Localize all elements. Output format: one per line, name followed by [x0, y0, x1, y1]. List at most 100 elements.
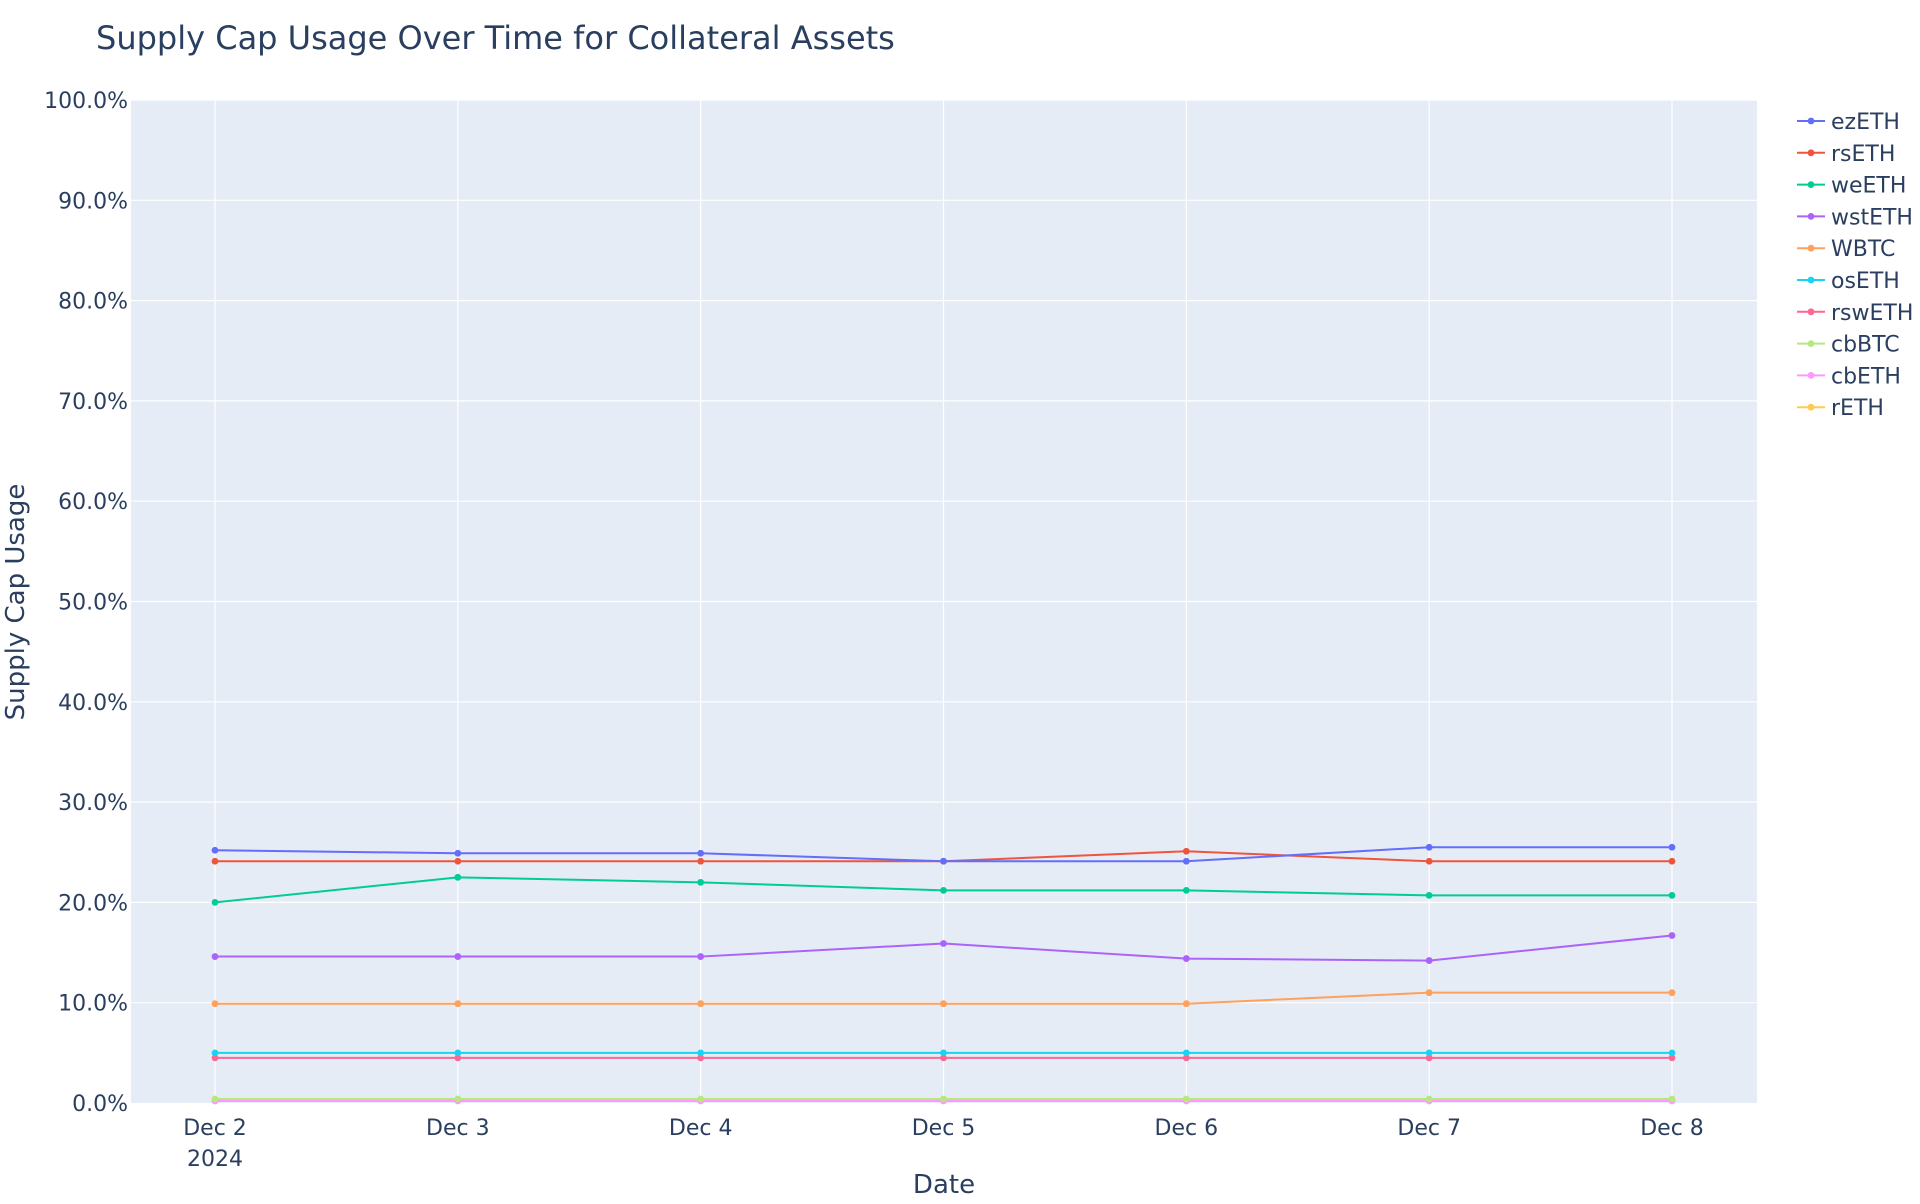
y-tick-label: 100.0% — [44, 89, 128, 114]
axes: 0.0% 10.0% 20.0% 30.0% 40.0% 50.0% 60.0% 70.0% 8… — [44, 89, 1704, 1172]
legend-marker — [1807, 213, 1815, 220]
data-point[interactable] — [697, 1095, 705, 1103]
legend-label: cbBTC — [1831, 333, 1900, 358]
data-point[interactable] — [940, 1000, 947, 1008]
series-rswETH — [211, 1054, 1676, 1062]
data-point[interactable] — [211, 953, 219, 960]
data-point[interactable] — [940, 1049, 947, 1057]
data-point[interactable] — [1182, 857, 1190, 865]
data-point[interactable] — [1182, 1000, 1190, 1008]
legend-item-weETH[interactable]: weETH — [1797, 174, 1906, 199]
data-point[interactable] — [1182, 955, 1190, 962]
data-point[interactable] — [1668, 891, 1676, 899]
y-tick-label: 40.0% — [58, 691, 128, 716]
data-point[interactable] — [697, 849, 705, 857]
data-point[interactable] — [697, 878, 705, 886]
legend-item-wstETH[interactable]: wstETH — [1797, 205, 1913, 230]
x-tick-label: Dec 8 — [1640, 1116, 1704, 1141]
data-point[interactable] — [1425, 857, 1433, 865]
legend-label: rswETH — [1831, 301, 1913, 326]
series-cbBTC — [211, 1095, 1676, 1103]
legend-item-osETH[interactable]: osETH — [1797, 269, 1900, 294]
data-point[interactable] — [454, 873, 462, 881]
data-point[interactable] — [211, 899, 219, 906]
y-axis-title: Supply Cap Usage — [1, 484, 31, 721]
data-point[interactable] — [1668, 857, 1676, 865]
y-tick-label: 80.0% — [58, 290, 128, 315]
data-point[interactable] — [211, 1049, 219, 1057]
data-point[interactable] — [1668, 843, 1676, 851]
series-weETH — [211, 873, 1676, 906]
data-point[interactable] — [1182, 1054, 1190, 1062]
data-point[interactable] — [940, 1095, 947, 1103]
x-tick-label: Dec 5 — [912, 1116, 976, 1141]
legend-item-rswETH[interactable]: rswETH — [1797, 301, 1913, 326]
data-point[interactable] — [1182, 1095, 1190, 1103]
data-point[interactable] — [1425, 1054, 1433, 1062]
legend-marker — [1807, 308, 1815, 316]
data-point[interactable] — [1668, 932, 1676, 939]
data-point[interactable] — [940, 886, 947, 894]
y-tick-label: 50.0% — [58, 591, 128, 616]
data-point[interactable] — [211, 1000, 219, 1008]
x-axis-title: Date — [913, 1170, 975, 1200]
data-point[interactable] — [1668, 989, 1676, 997]
data-point[interactable] — [940, 1054, 947, 1062]
data-point[interactable] — [1182, 886, 1190, 894]
data-point[interactable] — [454, 953, 462, 960]
data-point[interactable] — [1425, 891, 1433, 899]
legend-label: WBTC — [1831, 237, 1895, 262]
data-point[interactable] — [697, 953, 705, 960]
data-point[interactable] — [454, 849, 462, 857]
series-lines — [211, 843, 1676, 1105]
legend-item-rETH[interactable]: rETH — [1797, 396, 1884, 421]
legend-item-rsETH[interactable]: rsETH — [1797, 142, 1895, 167]
legend-marker — [1807, 340, 1815, 347]
data-point[interactable] — [211, 1054, 219, 1062]
data-point[interactable] — [211, 1095, 219, 1103]
data-point[interactable] — [1668, 1095, 1676, 1103]
x-tick-year-label: 2024 — [187, 1147, 243, 1172]
data-point[interactable] — [1425, 1095, 1433, 1103]
legend-item-WBTC[interactable]: WBTC — [1797, 237, 1895, 262]
legend-item-ezETH[interactable]: ezETH — [1797, 110, 1900, 135]
data-point[interactable] — [1425, 1049, 1433, 1057]
data-point[interactable] — [940, 940, 947, 947]
data-point[interactable] — [1425, 957, 1433, 964]
data-point[interactable] — [211, 857, 219, 865]
data-point[interactable] — [1668, 1049, 1676, 1057]
y-tick-label: 70.0% — [58, 390, 128, 415]
data-point[interactable] — [1668, 1054, 1676, 1062]
data-point[interactable] — [697, 1000, 705, 1008]
data-point[interactable] — [454, 1095, 462, 1103]
x-tick-label: Dec 6 — [1155, 1116, 1219, 1141]
legend-label: rETH — [1831, 396, 1884, 421]
data-point[interactable] — [1425, 843, 1433, 851]
data-point[interactable] — [1425, 989, 1433, 997]
legend[interactable]: ezETH rsETH weETH wstETH WBTC osETH rswETH cbBT… — [1797, 110, 1913, 421]
legend-label: wstETH — [1831, 205, 1913, 230]
data-point[interactable] — [697, 857, 705, 865]
data-point[interactable] — [940, 857, 947, 865]
legend-item-cbBTC[interactable]: cbBTC — [1797, 333, 1900, 358]
series-osETH — [211, 1049, 1676, 1057]
data-point[interactable] — [211, 846, 219, 854]
data-point[interactable] — [1182, 1049, 1190, 1057]
data-point[interactable] — [697, 1049, 705, 1057]
data-point[interactable] — [454, 857, 462, 865]
legend-marker — [1807, 403, 1815, 411]
legend-label: ezETH — [1831, 110, 1900, 135]
data-point[interactable] — [454, 1000, 462, 1008]
data-point[interactable] — [454, 1049, 462, 1057]
data-point[interactable] — [454, 1054, 462, 1062]
data-point[interactable] — [1182, 847, 1190, 855]
legend-label: osETH — [1831, 269, 1900, 294]
legend-item-cbETH[interactable]: cbETH — [1797, 364, 1901, 389]
legend-label: weETH — [1831, 174, 1906, 199]
series-wstETH — [211, 932, 1676, 964]
x-tick-label: Dec 2 — [183, 1116, 247, 1141]
data-point[interactable] — [697, 1054, 705, 1062]
legend-label: rsETH — [1831, 142, 1895, 167]
y-tick-label: 10.0% — [58, 992, 128, 1017]
